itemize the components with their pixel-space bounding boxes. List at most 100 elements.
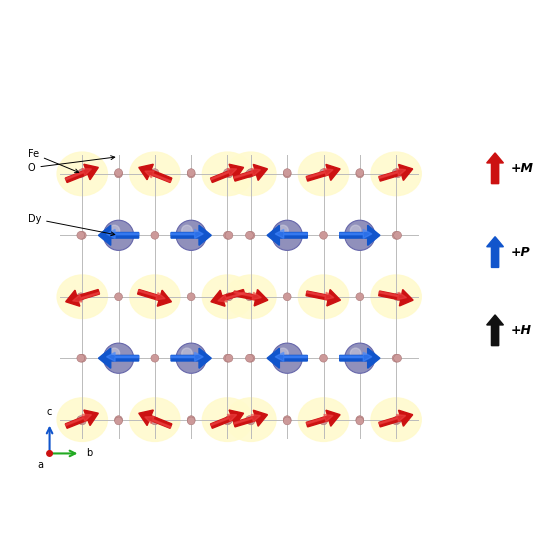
Circle shape (356, 417, 364, 425)
Circle shape (78, 417, 86, 425)
Ellipse shape (298, 398, 349, 441)
Ellipse shape (202, 398, 253, 441)
FancyArrow shape (73, 292, 99, 302)
Circle shape (77, 293, 85, 301)
Circle shape (356, 293, 364, 301)
Circle shape (176, 220, 206, 250)
Circle shape (109, 348, 120, 358)
Circle shape (223, 417, 231, 425)
Circle shape (394, 354, 402, 362)
FancyArrow shape (379, 414, 406, 424)
Circle shape (187, 416, 195, 423)
Text: b: b (86, 449, 92, 459)
Circle shape (245, 416, 253, 423)
Ellipse shape (371, 398, 421, 441)
Circle shape (392, 169, 400, 176)
Circle shape (109, 225, 120, 236)
Circle shape (245, 293, 253, 301)
Circle shape (272, 343, 302, 374)
Circle shape (351, 348, 361, 358)
Circle shape (225, 354, 233, 362)
Circle shape (245, 231, 253, 239)
Circle shape (78, 231, 86, 239)
Circle shape (115, 416, 123, 423)
Circle shape (116, 356, 122, 361)
FancyArrow shape (66, 164, 99, 183)
Circle shape (116, 232, 122, 238)
FancyArrow shape (171, 225, 211, 245)
FancyArrow shape (306, 290, 340, 306)
Circle shape (151, 231, 159, 239)
Circle shape (245, 170, 253, 178)
Circle shape (115, 417, 123, 425)
FancyArrow shape (234, 414, 260, 424)
Circle shape (245, 354, 253, 362)
FancyArrow shape (234, 292, 262, 300)
FancyArrow shape (234, 165, 268, 181)
FancyArrow shape (379, 169, 406, 179)
FancyArrow shape (487, 153, 503, 184)
Circle shape (115, 169, 123, 176)
Circle shape (356, 416, 364, 423)
Circle shape (225, 416, 233, 423)
Circle shape (392, 417, 400, 425)
Circle shape (320, 231, 328, 239)
FancyArrow shape (139, 164, 172, 183)
Ellipse shape (57, 275, 108, 319)
Ellipse shape (202, 275, 253, 319)
Circle shape (283, 416, 291, 423)
FancyArrow shape (106, 352, 139, 361)
FancyArrow shape (99, 225, 139, 245)
Circle shape (223, 169, 231, 176)
Ellipse shape (298, 275, 349, 319)
Circle shape (223, 231, 231, 239)
FancyArrow shape (66, 169, 91, 180)
FancyArrow shape (211, 410, 244, 428)
Circle shape (181, 348, 192, 358)
FancyArrow shape (306, 165, 340, 181)
FancyArrow shape (379, 165, 413, 181)
FancyArrow shape (138, 290, 165, 300)
Text: a: a (37, 460, 43, 470)
Text: +M: +M (511, 162, 534, 175)
FancyArrow shape (99, 348, 139, 368)
FancyArrow shape (379, 290, 413, 306)
FancyArrow shape (267, 225, 307, 245)
Circle shape (278, 225, 288, 236)
FancyArrow shape (66, 290, 100, 306)
FancyArrow shape (275, 352, 307, 361)
FancyArrow shape (340, 230, 372, 239)
Circle shape (320, 354, 328, 362)
FancyArrow shape (211, 164, 244, 183)
Circle shape (357, 232, 363, 238)
FancyArrow shape (171, 230, 203, 239)
Circle shape (181, 225, 192, 236)
FancyArrow shape (66, 414, 91, 426)
FancyArrow shape (138, 290, 171, 306)
Circle shape (187, 293, 195, 301)
Circle shape (77, 354, 85, 362)
FancyArrow shape (139, 410, 172, 428)
FancyArrow shape (487, 237, 503, 268)
Ellipse shape (226, 398, 276, 441)
Circle shape (394, 293, 402, 301)
FancyArrow shape (234, 410, 268, 427)
FancyArrow shape (145, 417, 171, 428)
Circle shape (394, 231, 402, 239)
Ellipse shape (226, 152, 276, 195)
FancyArrow shape (379, 292, 407, 300)
Ellipse shape (226, 275, 276, 319)
Text: Dy: Dy (28, 214, 115, 236)
Circle shape (278, 348, 288, 358)
FancyArrow shape (106, 230, 139, 239)
FancyArrow shape (267, 348, 307, 368)
Circle shape (188, 356, 194, 361)
FancyArrow shape (66, 410, 99, 428)
Ellipse shape (130, 275, 180, 319)
Text: c: c (47, 407, 52, 417)
Ellipse shape (130, 398, 180, 441)
Circle shape (247, 417, 255, 425)
Circle shape (356, 169, 364, 176)
Text: Fe: Fe (28, 148, 79, 172)
FancyArrow shape (275, 230, 307, 239)
